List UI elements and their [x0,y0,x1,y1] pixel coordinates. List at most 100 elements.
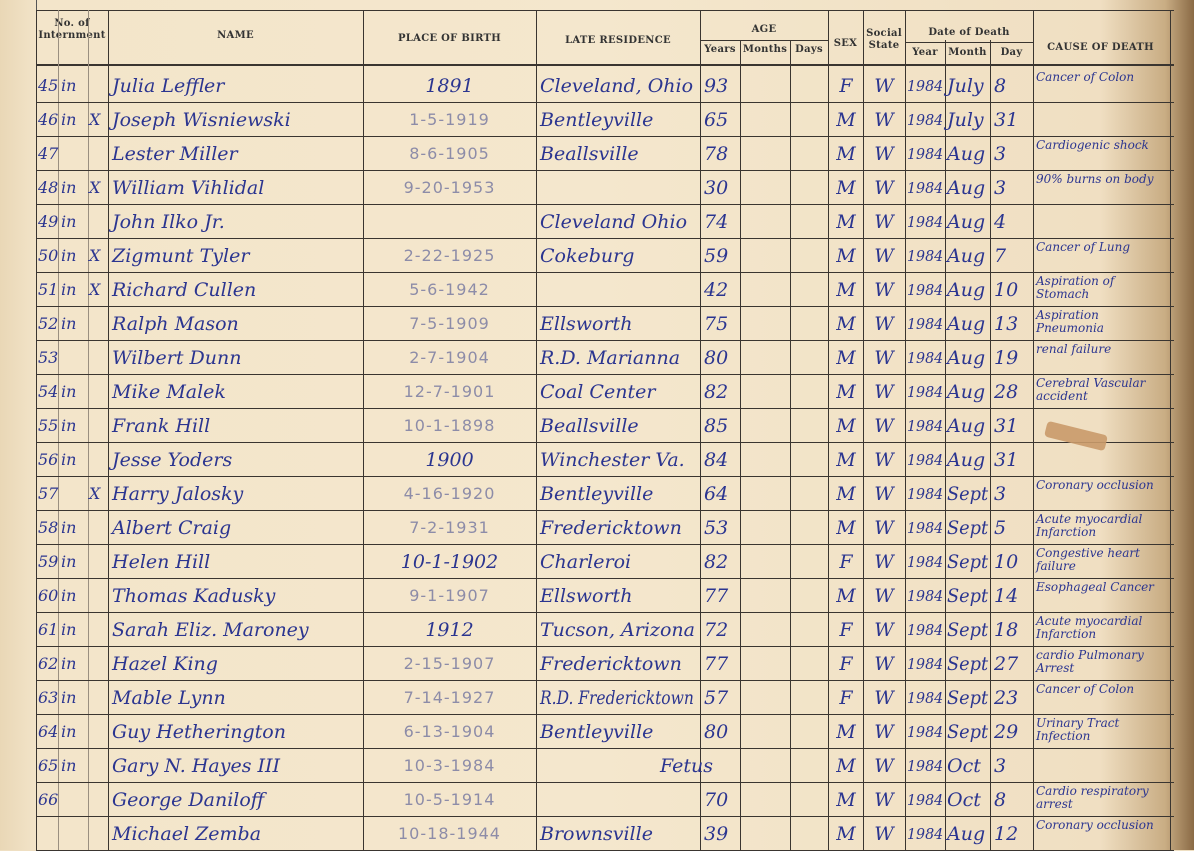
cell-social: W [874,755,894,777]
cell-no: 65 [38,756,59,775]
row-rule [36,544,1174,545]
cell-years: 77 [704,653,729,675]
cell-years: 53 [704,517,729,539]
header-internment: No. of Internment [38,18,106,41]
cell-residence: Cokeburg [540,245,635,267]
cell-residence: R.D. Marianna [540,347,681,369]
column-rule [108,10,109,850]
cell-birth: 10-18-1944 [398,824,501,843]
column-rule [36,10,37,850]
cell-residence: Bentleyville [540,721,654,743]
cell-x [89,138,107,170]
row-rule [36,238,1174,239]
cell-sex: M [836,585,856,607]
cell-year: 1984 [907,655,944,673]
table-row: 47 Lester Miller 8-6-1905 Beallsville 78 M W 19… [0,136,1194,171]
cell-residence: Ellsworth [540,313,633,335]
cell-name: Sarah Eliz. Maroney [112,619,309,641]
cell-years: 80 [704,347,729,369]
cell-years: 57 [704,687,729,709]
cell-sex: F [839,687,853,709]
cell-month: Sept [947,483,989,505]
cell-years: 42 [704,279,729,301]
cell-year: 1984 [907,791,944,809]
table-row: 59 in Helen Hill 10-1-1902 Charleroi 82 F W 1984… [0,544,1194,579]
row-rule [36,782,1174,783]
cell-name: Richard Cullen [112,279,257,301]
table-row: 63 in Mable Lynn 7-14-1927 R.D. Fredericktow… [0,680,1194,715]
cell-no: 60 [38,586,59,605]
table-row: 49 in John Ilko Jr. Cleveland Ohio 74 M W 1984 A… [0,204,1194,239]
cell-no: 58 [38,518,59,537]
cell-cause: Aspiration of Stomach [1036,274,1115,301]
cell-no: 46 [38,110,59,129]
cell-birth: 9-1-1907 [409,586,490,605]
cell-sex: M [836,381,856,403]
cell-birth [365,206,534,238]
cell-name: Jesse Yoders [112,449,233,471]
column-rule [363,10,364,850]
column-rule [790,40,791,850]
table-row: 54 in Mike Malek 12-7-1901 Coal Center 82 M W 19… [0,374,1194,409]
row-rule [36,170,1174,171]
column-rule [1170,10,1171,850]
cell-social: W [874,619,894,641]
cell-sex: M [836,177,856,199]
cell-day: 18 [994,619,1019,641]
cell-cause [1036,105,1166,137]
cell-day: 23 [994,687,1019,709]
cell-year: 1984 [907,587,944,605]
cell-month: Sept [947,517,989,539]
table-row: 58 in Albert Craig 7-2-1931 Fredericktown 53 M… [0,510,1194,545]
cell-sex: M [836,109,856,131]
cell-no: 50 [38,246,59,265]
cell-no: 51 [38,280,59,299]
cell-mark: in [61,382,77,401]
cell-name: Guy Hetherington [112,721,286,743]
cell-day: 19 [994,347,1019,369]
cell-year: 1984 [907,485,944,503]
cell-year: 1984 [907,689,944,707]
cell-years: 70 [704,789,729,811]
cell-cause: Esophageal Cancer [1036,580,1154,594]
cell-mark: in [61,518,77,537]
row-rule [36,408,1174,409]
cell-sex: M [836,211,856,233]
cell-name: George Daniloff [112,789,265,811]
cell-x [89,308,107,340]
cell-cause: Aspiration Pneumonia [1036,308,1104,335]
cell-birth: 10-5-1914 [403,790,496,809]
cell-sex: F [839,551,853,573]
header-days: Days [795,44,823,55]
cell-x [89,614,107,646]
table-row: 52 in Ralph Mason 7-5-1909 Ellsworth 75 M W 1984… [0,306,1194,341]
cell-sex: M [836,279,856,301]
cell-x: X [89,280,101,299]
cell-years: 65 [704,109,729,131]
cell-day: 31 [994,415,1019,437]
cell-birth: 1891 [425,75,474,97]
cell-residence: Cleveland Ohio [540,211,688,233]
cell-sex: F [839,653,853,675]
cell-cause: Urinary Tract Infection [1036,716,1120,743]
header-late-residence: LATE RESIDENCE [565,35,671,46]
cell-cause: Cerebral Vascular accident [1036,376,1146,403]
row-rule [36,136,1174,137]
rule [700,40,828,41]
cell-name: Julia Leffler [112,75,225,97]
cell-no: 61 [38,620,59,639]
table-row: 56 in Jesse Yoders 1900 Winchester Va. 84 M W 19… [0,442,1194,477]
cell-month: Sept [947,619,989,641]
row-rule [36,748,1174,749]
header-months: Months [742,44,788,55]
cell-no: 55 [38,416,59,435]
column-rule [536,10,537,850]
cell-name: Wilbert Dunn [112,347,242,369]
cell-x [89,70,107,102]
cell-x [89,682,107,714]
cell-birth: 2-7-1904 [409,348,490,367]
cell-social: W [874,177,894,199]
table-row: 62 in Hazel King 2-15-1907 Fredericktown 77 F W… [0,646,1194,681]
row-rule [36,340,1174,341]
cell-sex: M [836,143,856,165]
